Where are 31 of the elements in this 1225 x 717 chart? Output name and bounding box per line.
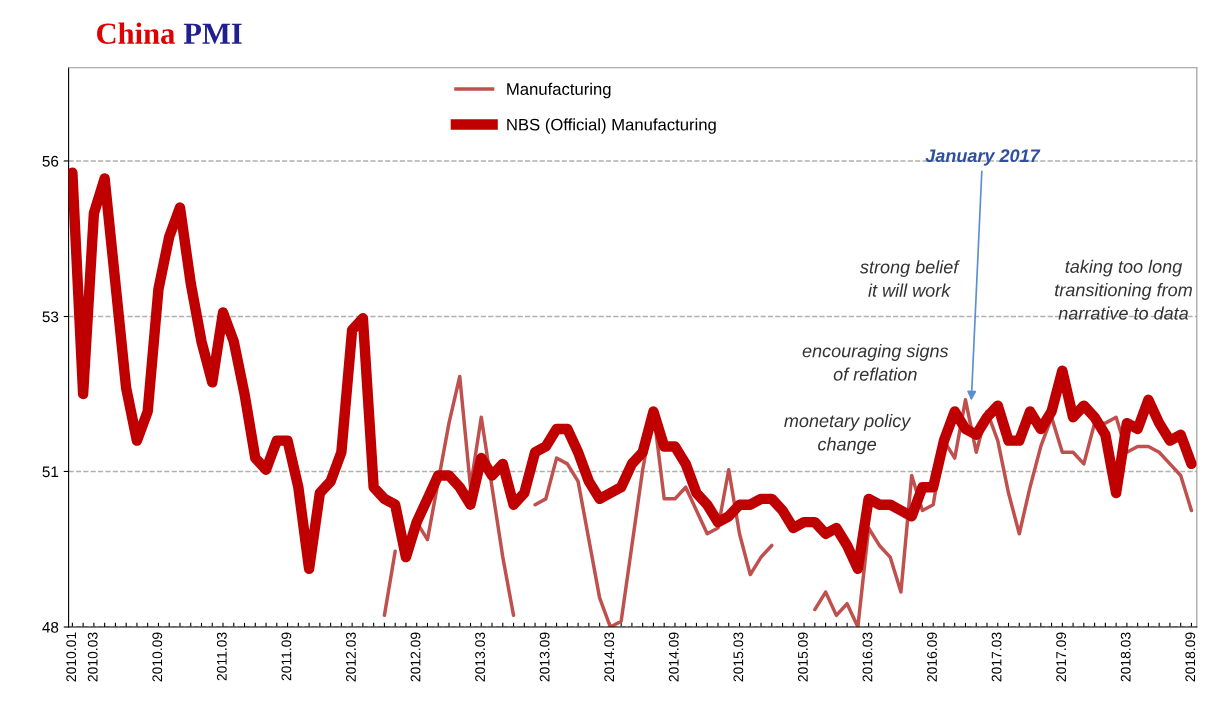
x-tick-label: 2014.09 [668, 632, 679, 682]
x-tick-label: 2012.03 [346, 632, 356, 682]
x-tick-label: 2010.01 [66, 632, 77, 682]
x-tick-label: 2012.09 [410, 632, 421, 682]
x-tick-label: 2018.03 [1120, 632, 1131, 682]
annotation: January 2017 [925, 149, 1041, 166]
chart-title: China PMI [97, 22, 242, 44]
y-tick-label: 51 [42, 466, 59, 478]
x-tick-label: 2010.09 [152, 632, 163, 682]
annotation: taking too long transitioning from narrative to data [1055, 259, 1192, 320]
x-tick-label: 2015.03 [733, 632, 744, 682]
legend-label: Manufacturing [507, 82, 611, 99]
annotation: strong belief it will work [860, 260, 960, 297]
x-tick-label: 2016.03 [862, 632, 873, 682]
x-tick-label: 2014.03 [604, 632, 615, 682]
legend-label: NBS (Official) Manufacturing [507, 118, 716, 134]
x-tick-label: 2013.09 [539, 632, 550, 682]
x-tick-label: 2013.03 [475, 632, 485, 682]
y-tick-label: 48 [42, 621, 59, 633]
x-tick-label: 2018.09 [1185, 632, 1196, 682]
x-tick-label: 2017.03 [991, 632, 1002, 682]
x-tick-label: 2016.09 [927, 632, 937, 682]
x-tick-label: 2011.03 [216, 632, 227, 681]
x-tick-label: 2017.09 [1056, 632, 1067, 682]
x-tick-label: 2011.09 [281, 632, 292, 681]
annotation: monetary policy change [784, 413, 912, 455]
y-tick-label: 53 [42, 311, 59, 323]
x-tick-label: 2015.09 [797, 632, 808, 682]
y-tick-label: 56 [42, 155, 59, 167]
annotation: encouraging signs of reflation [802, 344, 949, 381]
x-tick-label: 2010.03 [87, 632, 98, 682]
